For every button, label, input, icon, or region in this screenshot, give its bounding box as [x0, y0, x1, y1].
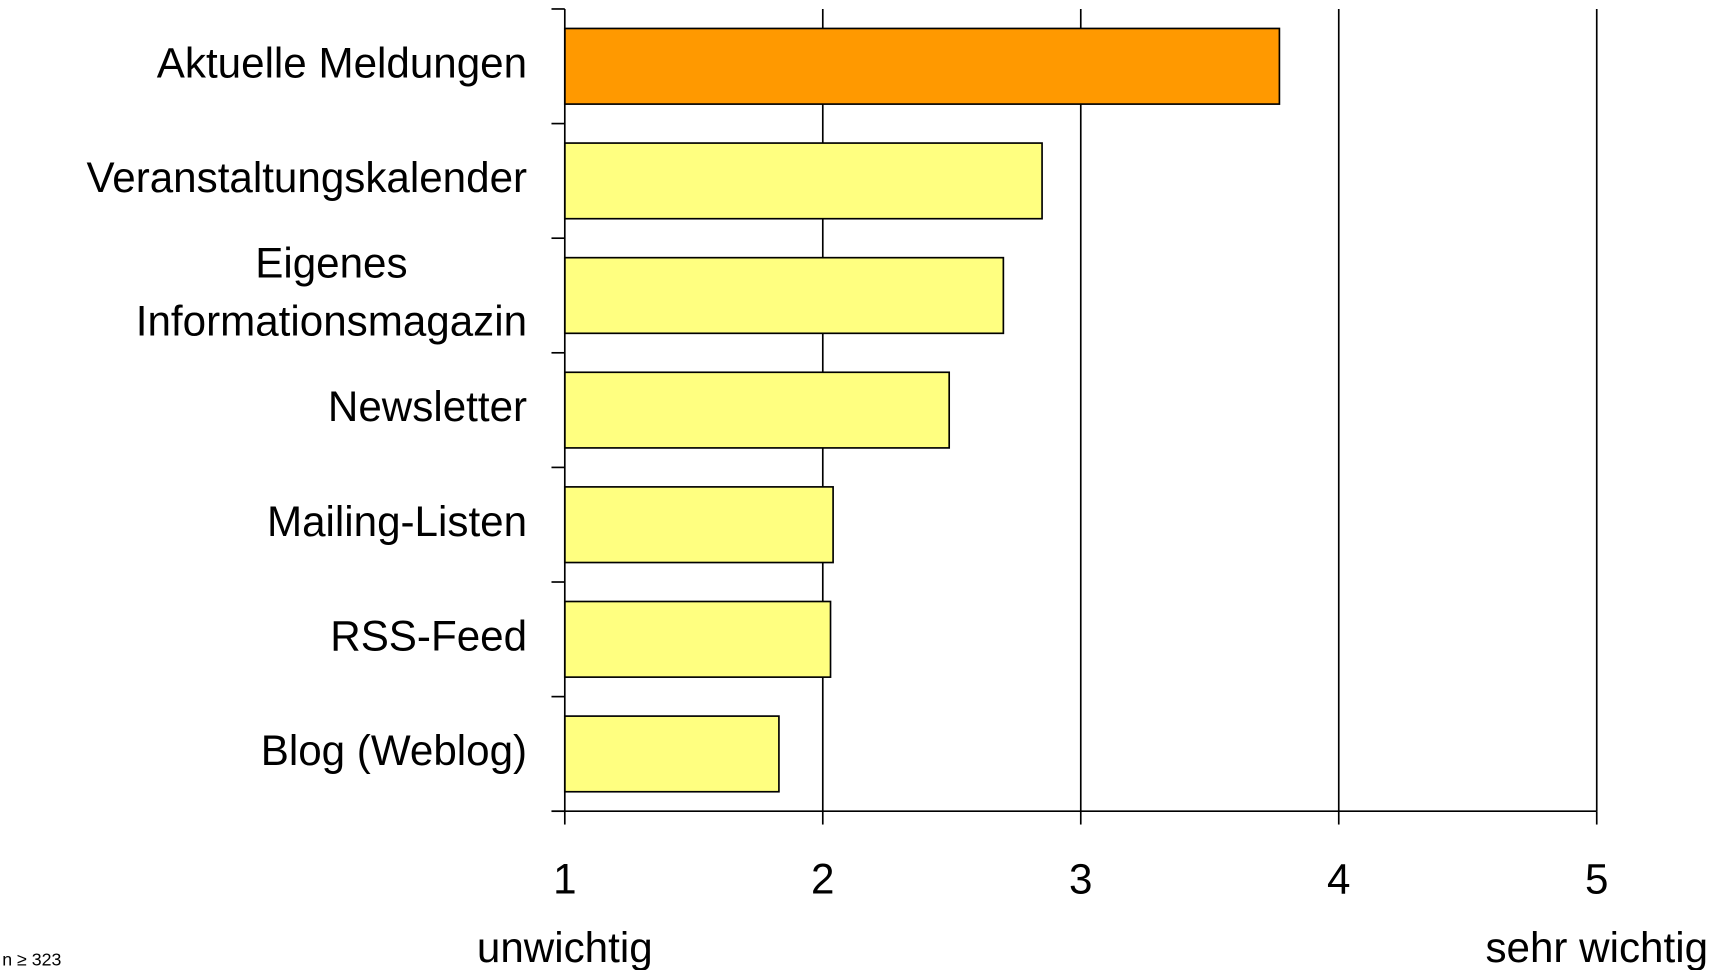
bar: [563, 600, 832, 678]
y-tick-label: Aktuelle Meldungen: [157, 39, 527, 86]
bar: [563, 256, 1005, 335]
y-tick-label: Newsletter: [328, 383, 527, 430]
x-high-label: sehr wichtig: [1485, 924, 1708, 970]
bar: [563, 27, 1281, 105]
annotation: n ≥ 323: [2, 950, 61, 970]
bar: [563, 715, 780, 793]
x-tick-label: 2: [811, 855, 834, 902]
bar: [563, 142, 1043, 220]
x-tick-label: 5: [1585, 855, 1608, 902]
x-tick-label: 1: [553, 855, 576, 902]
y-tick-label: Eigenes Informationsmagazin: [136, 240, 527, 345]
label-line: Eigenes: [255, 240, 407, 287]
y-tick-label: RSS-Feed: [330, 612, 527, 659]
bar: [563, 486, 834, 564]
y-tick-label: Veranstaltungskalender: [86, 154, 527, 201]
x-tick-label: 4: [1327, 855, 1350, 902]
x-tick-label: 3: [1069, 855, 1092, 902]
label-line: Informationsmagazin: [136, 297, 527, 344]
x-low-label: unwichtig: [477, 924, 653, 970]
y-tick-label: Mailing-Listen: [267, 498, 527, 545]
y-tick-label: Blog (Weblog): [261, 727, 527, 774]
bar: [563, 371, 951, 449]
